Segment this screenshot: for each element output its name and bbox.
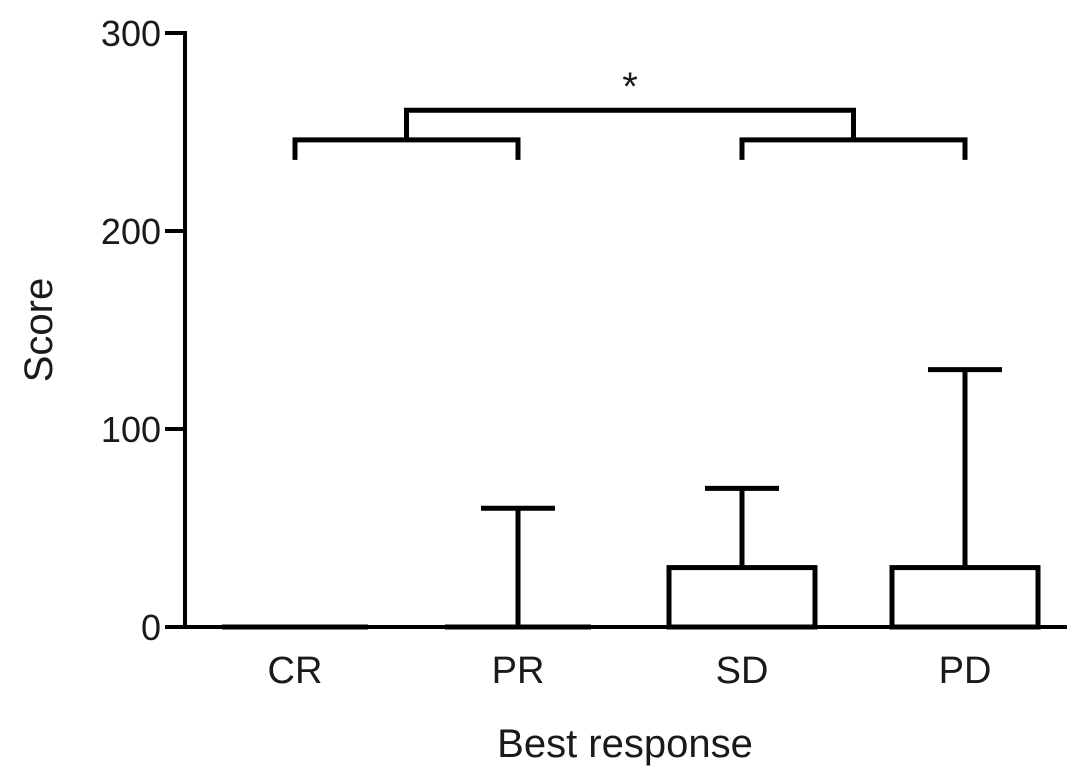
significance-asterisk: *	[622, 65, 638, 109]
comparison-bracket	[404, 107, 856, 138]
group-bracket-2	[739, 137, 968, 160]
bar-sd	[666, 565, 818, 630]
y-tick-label: 0	[141, 607, 161, 648]
y-axis-label: Score	[17, 278, 61, 383]
y-tick-label: 100	[101, 409, 161, 450]
x-tick-label-pr: PR	[492, 650, 545, 692]
significance-brackets: *	[292, 65, 968, 160]
x-tick-label-cr: CR	[268, 650, 323, 692]
x-axis-ticks: CR PR SD PD	[268, 650, 992, 692]
y-axis-ticks: 0 100 200 300	[101, 13, 187, 648]
x-tick-label-sd: SD	[716, 650, 769, 692]
bar-pd	[889, 565, 1041, 630]
plot-area	[183, 31, 1067, 630]
x-axis-label: Best response	[497, 722, 753, 766]
group-bracket-1	[292, 137, 521, 160]
y-tick-label: 200	[101, 211, 161, 252]
y-tick-label: 300	[101, 13, 161, 54]
x-tick-label-pd: PD	[939, 650, 992, 692]
